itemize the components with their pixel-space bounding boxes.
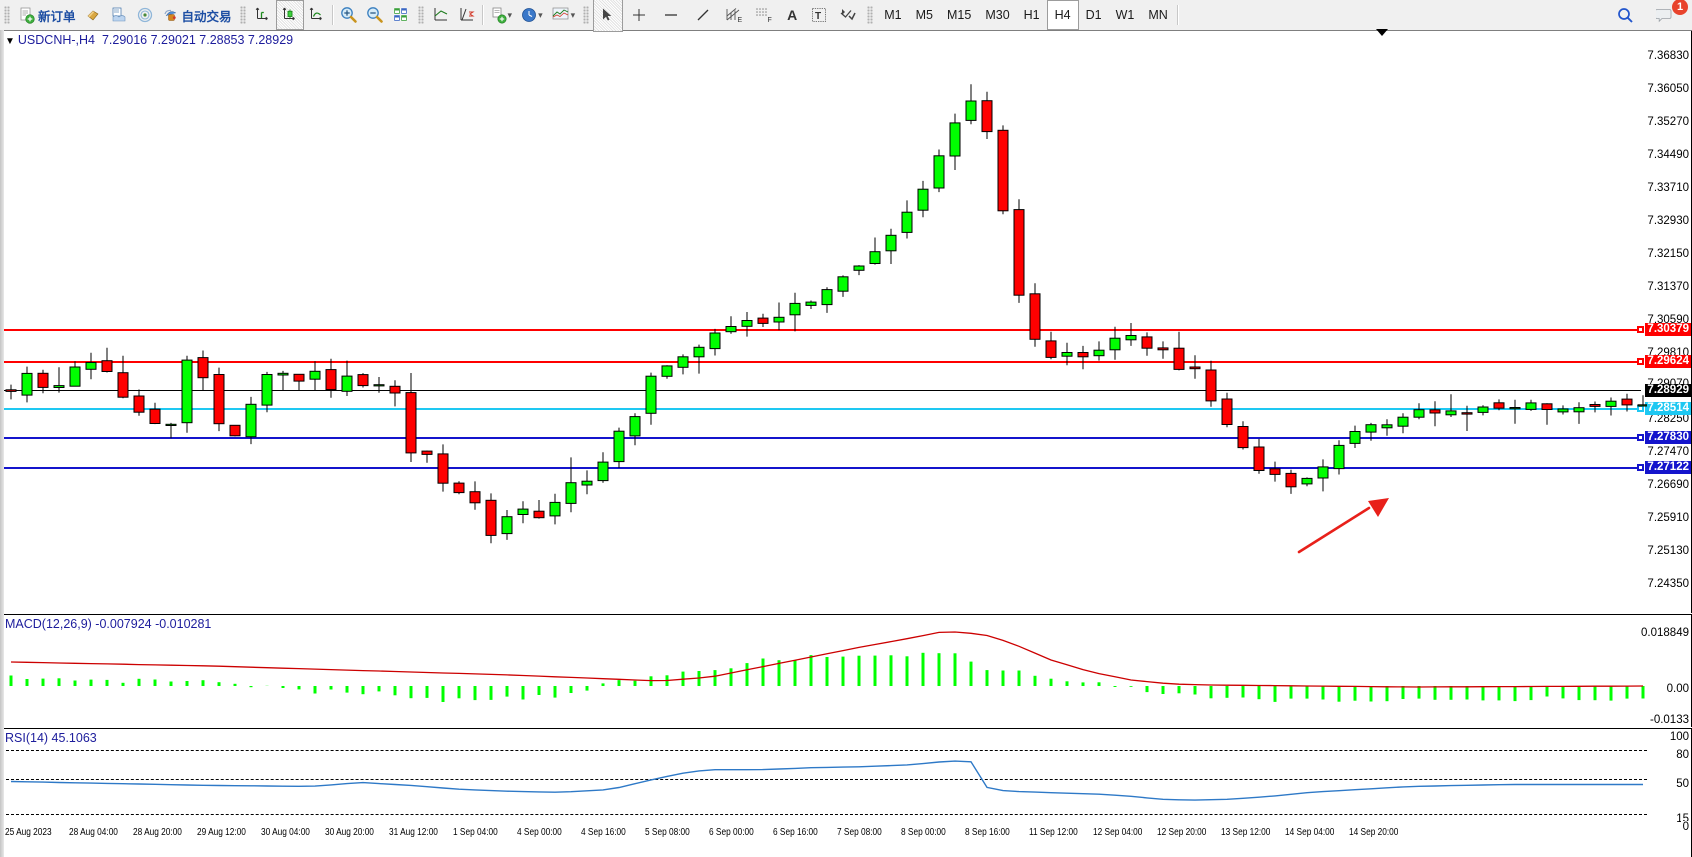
svg-text:E: E bbox=[738, 17, 743, 23]
svg-text:T: T bbox=[815, 11, 821, 22]
svg-text:F: F bbox=[768, 17, 772, 23]
